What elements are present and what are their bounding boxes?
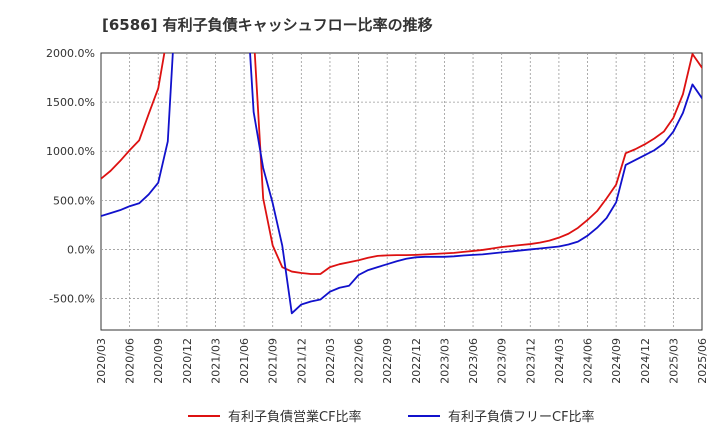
y-tick-label: -500.0% <box>49 293 95 306</box>
x-tick-label: 2021/03 <box>209 338 222 384</box>
y-tick-label: 0.0% <box>67 243 95 256</box>
x-tick-label: 2022/06 <box>353 338 366 384</box>
x-tick-label: 2023/12 <box>524 338 537 384</box>
x-tick-label: 2021/12 <box>295 338 308 384</box>
series-line-2 <box>101 53 702 315</box>
y-tick-label: 1500.0% <box>46 96 95 109</box>
x-tick-label: 2023/06 <box>467 338 480 384</box>
x-tick-label: 2023/03 <box>438 338 451 384</box>
x-tick-label: 2021/09 <box>267 338 280 384</box>
x-tick-label: 2024/12 <box>639 338 652 384</box>
y-tick-label: 1000.0% <box>46 145 95 158</box>
x-tick-label: 2024/09 <box>610 338 623 384</box>
x-tick-label: 2022/03 <box>324 338 337 384</box>
chart-title: [6586] 有利子負債キャッシュフロー比率の推移 <box>102 16 433 34</box>
y-tick-label: 500.0% <box>53 194 95 207</box>
x-tick-label: 2025/03 <box>667 338 680 384</box>
x-tick-label: 2024/03 <box>553 338 566 384</box>
x-tick-label: 2022/09 <box>381 338 394 384</box>
x-tick-label: 2020/09 <box>152 338 165 384</box>
plot-area <box>100 52 703 331</box>
x-tick-label: 2023/09 <box>496 338 509 384</box>
x-tick-label: 2020/12 <box>181 338 194 384</box>
x-tick-label: 2021/06 <box>238 338 251 384</box>
series-line-1 <box>101 53 702 275</box>
x-tick-label: 2025/06 <box>696 338 709 384</box>
legend-label-1: 有利子負債営業CF比率 <box>228 409 362 425</box>
x-tick-label: 2024/06 <box>582 338 595 384</box>
y-tick-label: 2000.0% <box>46 47 95 60</box>
legend-label-2: 有利子負債フリーCF比率 <box>448 409 595 425</box>
x-tick-label: 2020/06 <box>124 338 137 384</box>
x-tick-label: 2020/03 <box>95 338 108 384</box>
x-tick-label: 2022/12 <box>410 338 423 384</box>
